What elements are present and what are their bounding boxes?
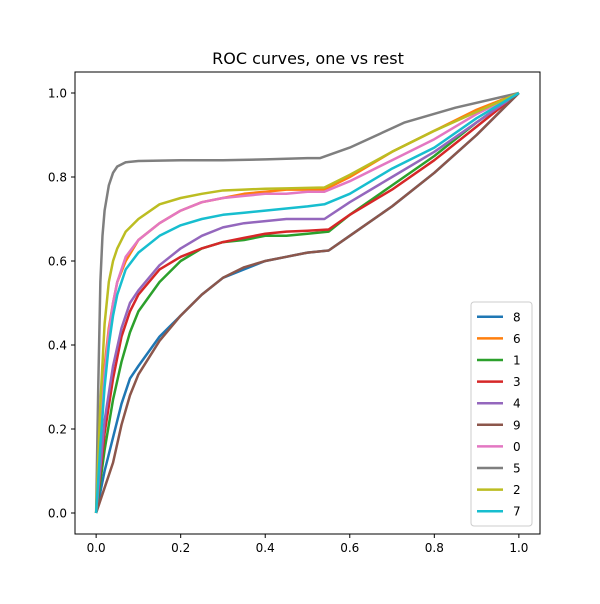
- y-tick-label: 0.0: [48, 507, 67, 521]
- legend-label-2: 2: [513, 483, 521, 497]
- legend: 8 6 1 3 4 9 0 5 2 7: [470, 301, 533, 527]
- y-tick-label: 0.8: [48, 171, 67, 185]
- series-line-7: [94, 91, 520, 514]
- legend-label-8: 8: [513, 310, 521, 324]
- series-line-4: [94, 91, 520, 514]
- series-line-8: [94, 92, 520, 514]
- x-tick-label: 0.2: [171, 541, 190, 555]
- y-tick-label: 0.2: [48, 423, 67, 437]
- legend-label-5: 5: [513, 462, 521, 476]
- y-tick-label: 0.6: [48, 255, 67, 269]
- x-tick-label: 1.0: [509, 541, 528, 555]
- legend-label-6: 6: [513, 332, 521, 346]
- series-line-0: [94, 91, 520, 514]
- legend-label-4: 4: [513, 397, 521, 411]
- y-tick-label: 0.4: [48, 339, 67, 353]
- series-line-9: [94, 92, 520, 514]
- x-tick-label: 0.0: [87, 541, 106, 555]
- legend-label-9: 9: [513, 418, 521, 432]
- x-axis: 0.0 0.2 0.4 0.6 0.8 1.0: [87, 534, 528, 555]
- x-tick-label: 0.6: [340, 541, 359, 555]
- legend-label-0: 0: [513, 440, 521, 454]
- series-line-5: [94, 91, 520, 514]
- y-axis: 0.0 0.2 0.4 0.6 0.8 1.0: [48, 87, 75, 521]
- y-tick-label: 1.0: [48, 87, 67, 101]
- plot-frame: [74, 71, 541, 535]
- plot-lines: [94, 91, 520, 514]
- series-line-1: [94, 91, 520, 514]
- x-tick-label: 0.4: [256, 541, 275, 555]
- legend-label-3: 3: [513, 375, 521, 389]
- series-line-3: [94, 92, 520, 514]
- chart-title: ROC curves, one vs rest: [212, 49, 404, 68]
- legend-label-1: 1: [513, 354, 521, 368]
- legend-box: [470, 301, 533, 527]
- legend-label-7: 7: [513, 505, 521, 519]
- series-line-6: [94, 91, 520, 514]
- x-tick-label: 0.8: [425, 541, 444, 555]
- series-line-2: [94, 91, 520, 514]
